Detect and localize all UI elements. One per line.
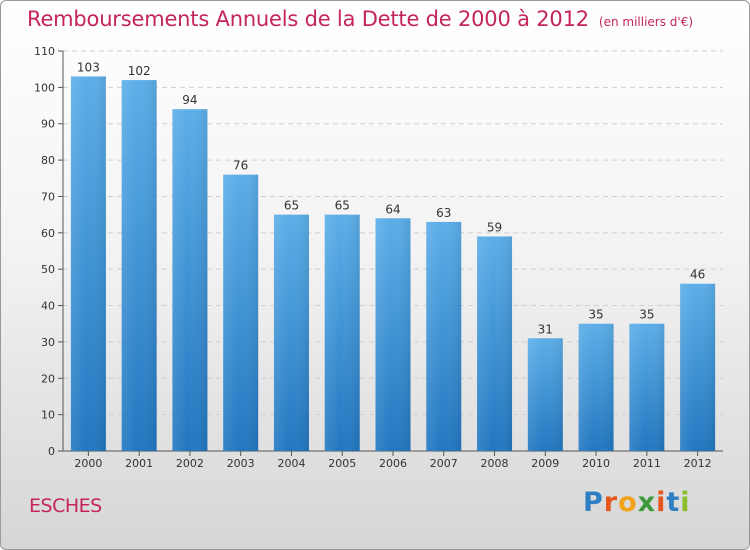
logo-letter: i (680, 487, 691, 518)
x-tick-label: 2002 (176, 457, 204, 470)
commune-name: ESCHES (29, 495, 102, 517)
data-label: 59 (487, 220, 502, 234)
logo-letter: r (603, 487, 619, 518)
x-tick-label: 2012 (684, 457, 712, 470)
logo-letter: o (618, 487, 638, 518)
y-tick-label: 50 (41, 263, 55, 276)
data-label: 35 (588, 308, 603, 322)
x-tick-label: 2003 (227, 457, 255, 470)
y-tick-label: 70 (41, 190, 55, 203)
bar-sheen (477, 236, 513, 451)
x-tick-label: 2010 (582, 457, 610, 470)
bar-sheen (629, 323, 665, 451)
bar-sheen (680, 283, 716, 451)
bar-sheen (172, 109, 208, 451)
x-tick-label: 2006 (379, 457, 407, 470)
title-block: Remboursements Annuels de la Dette de 20… (27, 7, 693, 31)
x-tick-label: 2009 (531, 457, 559, 470)
data-label: 64 (385, 202, 400, 216)
data-label: 76 (233, 159, 248, 173)
y-tick-label: 20 (41, 372, 55, 385)
y-tick-label: 90 (41, 118, 55, 131)
bar-sheen (324, 214, 360, 451)
x-tick-label: 2007 (430, 457, 458, 470)
data-label: 65 (284, 199, 299, 213)
x-tick-label: 2001 (125, 457, 153, 470)
chart-unit: (en milliers d'€) (598, 15, 694, 29)
bar-sheen (223, 174, 259, 452)
logo-letter: t (666, 487, 681, 518)
bar-sheen (426, 221, 462, 451)
bar-sheen (527, 338, 563, 451)
data-label: 103 (77, 60, 100, 74)
data-label: 63 (436, 206, 451, 220)
y-tick-label: 30 (41, 336, 55, 349)
x-tick-label: 2000 (74, 457, 102, 470)
data-label: 102 (128, 64, 151, 78)
data-label: 65 (335, 199, 350, 213)
data-label: 46 (690, 268, 705, 282)
proxiti-logo: Proxiti (583, 487, 691, 518)
y-tick-label: 110 (34, 45, 55, 58)
x-tick-label: 2008 (481, 457, 509, 470)
y-tick-label: 10 (41, 409, 55, 422)
logo-letter: x (637, 487, 657, 518)
bar-sheen (273, 214, 309, 451)
labels: 0 10 20 30 40 50 60 70 80 90 100 110 103 2000 102 2001 9… (34, 45, 712, 470)
y-tick-label: 60 (41, 227, 55, 240)
y-tick-label: 40 (41, 300, 55, 313)
bar-sheen (70, 76, 106, 452)
chart-title: Remboursements Annuels de la Dette de 20… (27, 7, 589, 31)
data-label: 94 (182, 93, 197, 107)
bars (70, 76, 716, 452)
data-label: 35 (639, 308, 654, 322)
bar-sheen (121, 80, 157, 451)
x-tick-label: 2005 (328, 457, 356, 470)
bar-sheen (578, 323, 614, 451)
data-label: 31 (538, 322, 553, 336)
y-tick-label: 0 (48, 445, 55, 458)
y-tick-label: 100 (34, 81, 55, 94)
x-tick-label: 2011 (633, 457, 661, 470)
x-tick-label: 2004 (277, 457, 305, 470)
bar-sheen (375, 218, 411, 451)
logo-letter: i (656, 487, 667, 518)
logo-letter: P (583, 487, 604, 518)
y-tick-label: 80 (41, 154, 55, 167)
